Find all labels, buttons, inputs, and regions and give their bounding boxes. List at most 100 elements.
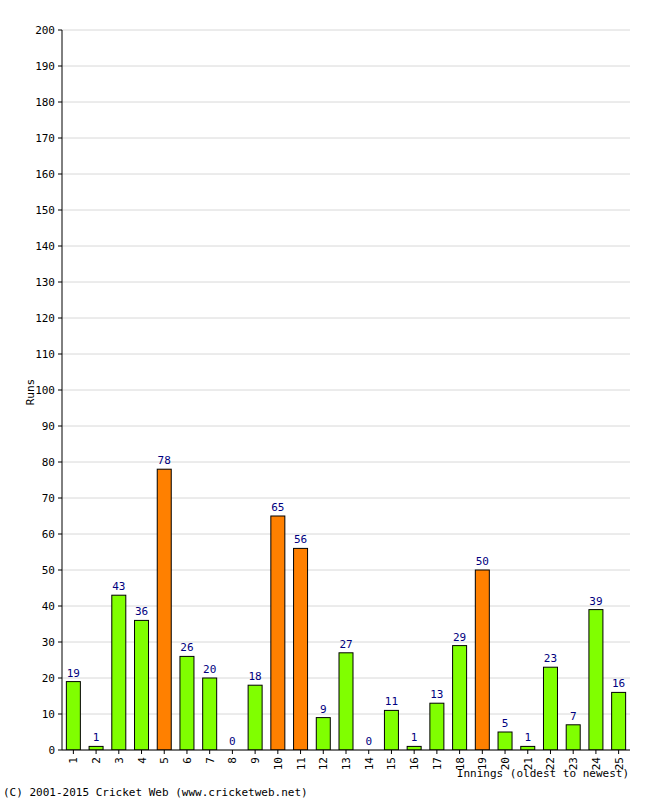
data-label: 26 <box>180 641 193 654</box>
x-tick-label: 16 <box>408 757 421 770</box>
data-label: 0 <box>365 735 372 748</box>
x-tick <box>459 750 460 754</box>
data-label: 56 <box>294 533 307 546</box>
bars <box>66 469 625 750</box>
x-tick-label: 7 <box>204 757 217 764</box>
x-tick <box>414 750 415 754</box>
bar <box>498 732 512 750</box>
bar <box>271 516 285 750</box>
x-tick <box>96 750 97 754</box>
grid-line <box>62 30 630 31</box>
y-tick <box>58 174 62 175</box>
data-label: 13 <box>430 688 443 701</box>
y-tick-label: 0 <box>48 744 55 757</box>
y-tick <box>58 606 62 607</box>
bar <box>112 595 126 750</box>
grid-line <box>62 462 630 463</box>
data-label: 1 <box>524 731 531 744</box>
x-tick-label: 8 <box>226 757 239 764</box>
bar <box>453 646 467 750</box>
x-tick-label: 10 <box>272 757 285 770</box>
grid-line <box>62 282 630 283</box>
y-tick <box>58 102 62 103</box>
data-label: 43 <box>112 580 125 593</box>
data-label: 7 <box>570 710 577 723</box>
chart-svg: 0102030405060708090100110120130140150160… <box>0 0 650 800</box>
y-tick-label: 110 <box>35 348 55 361</box>
y-tick <box>58 138 62 139</box>
y-tick <box>58 66 62 67</box>
bar <box>294 548 308 750</box>
y-tick-label: 80 <box>42 456 55 469</box>
y-tick-label: 20 <box>42 672 55 685</box>
credit: (C) 2001-2015 Cricket Web (www.cricketwe… <box>3 786 308 799</box>
x-tick-label: 12 <box>317 757 330 770</box>
grid-line <box>62 318 630 319</box>
bar <box>566 725 580 750</box>
data-label: 9 <box>320 703 327 716</box>
data-label: 20 <box>203 663 216 676</box>
x-tick <box>323 750 324 754</box>
y-tick <box>58 30 62 31</box>
y-tick <box>58 678 62 679</box>
data-label: 1 <box>93 731 100 744</box>
x-tick <box>368 750 369 754</box>
bar <box>430 703 444 750</box>
x-tick <box>618 750 619 754</box>
data-label: 39 <box>589 595 602 608</box>
grid-line <box>62 570 630 571</box>
x-tick <box>277 750 278 754</box>
bar <box>589 610 603 750</box>
x-tick <box>255 750 256 754</box>
y-tick-label: 120 <box>35 312 55 325</box>
y-tick-label: 70 <box>42 492 55 505</box>
y-tick <box>58 462 62 463</box>
y-tick <box>58 750 62 751</box>
data-label: 1 <box>411 731 418 744</box>
y-tick <box>58 714 62 715</box>
y-tick <box>58 246 62 247</box>
y-tick <box>58 354 62 355</box>
x-tick-label: 17 <box>431 757 444 770</box>
bar <box>89 746 103 750</box>
grid-line <box>62 138 630 139</box>
y-tick-label: 10 <box>42 708 55 721</box>
chart-container: 0102030405060708090100110120130140150160… <box>0 0 650 800</box>
x-tick <box>595 750 596 754</box>
x-tick <box>164 750 165 754</box>
y-tick <box>58 282 62 283</box>
data-label: 5 <box>502 717 509 730</box>
x-tick-label: 3 <box>113 757 126 764</box>
grid-line <box>62 210 630 211</box>
y-tick-label: 140 <box>35 240 55 253</box>
bar <box>339 653 353 750</box>
x-tick-label: 9 <box>249 757 262 764</box>
data-label: 29 <box>453 631 466 644</box>
y-tick-label: 130 <box>35 276 55 289</box>
x-tick <box>186 750 187 754</box>
bar <box>316 718 330 750</box>
x-tick <box>141 750 142 754</box>
y-tick <box>58 534 62 535</box>
y-tick-label: 50 <box>42 564 55 577</box>
data-label: 78 <box>158 454 171 467</box>
x-tick-label: 4 <box>136 757 149 764</box>
bar <box>384 710 398 750</box>
x-tick-label: 5 <box>158 757 171 764</box>
bar <box>248 685 262 750</box>
x-tick <box>232 750 233 754</box>
y-tick <box>58 570 62 571</box>
grid-line <box>62 174 630 175</box>
grid-line <box>62 246 630 247</box>
x-tick-label: 14 <box>363 757 376 771</box>
x-tick <box>436 750 437 754</box>
grid-line <box>62 390 630 391</box>
bar <box>135 620 149 750</box>
y-tick-label: 100 <box>35 384 55 397</box>
bar <box>203 678 217 750</box>
x-tick <box>391 750 392 754</box>
data-label: 11 <box>385 695 398 708</box>
x-tick <box>300 750 301 754</box>
y-tick-label: 30 <box>42 636 55 649</box>
data-label: 65 <box>271 501 284 514</box>
